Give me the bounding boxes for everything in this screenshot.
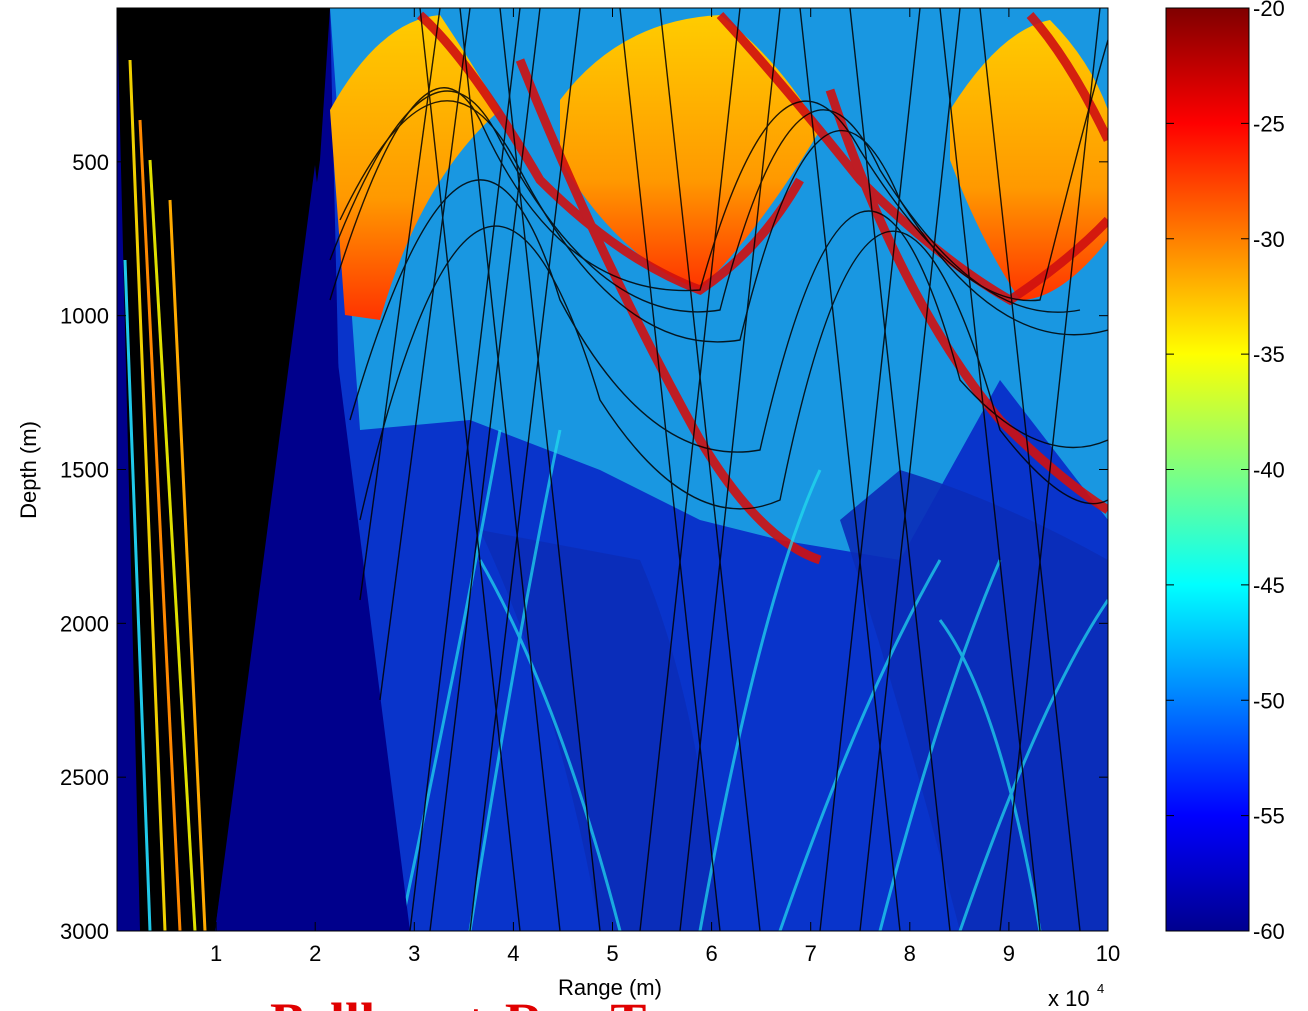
x-tick-label: 10 [1096, 941, 1120, 966]
y-axis: 500 1000 1500 2000 2500 3000 [60, 150, 1108, 944]
x-tick-label: 6 [705, 941, 717, 966]
x-tick-label: 5 [606, 941, 618, 966]
cyan-paths [398, 429, 1108, 931]
field-region-deep2 [840, 470, 1108, 931]
colorbar-tick-label: -45 [1253, 573, 1285, 598]
watermark: Bellhop + Ray Trace [270, 992, 741, 1011]
colorbar-tick-label: -40 [1253, 458, 1285, 483]
x-multiplier-exponent: 4 [1097, 981, 1104, 996]
x-tick-label: 7 [805, 941, 817, 966]
x-multiplier: x 10 [1048, 986, 1090, 1011]
plot-area [117, 8, 1108, 931]
field-region-deep [480, 530, 720, 931]
y-tick-label: 3000 [60, 919, 109, 944]
y-tick-label: 2500 [60, 765, 109, 790]
colorbar-tick-label: -35 [1253, 342, 1285, 367]
y-tick-label: 500 [72, 150, 109, 175]
x-tick-label: 4 [507, 941, 519, 966]
colorbar-axis: -20 -25 -30 -35 -40 -45 -50 -55 -60 [1166, 0, 1285, 944]
colorbar-tick-label: -60 [1253, 919, 1285, 944]
ray-fan-left-colors [123, 59, 207, 931]
x-tick-label: 9 [1003, 941, 1015, 966]
caustic-lines [416, 11, 1108, 565]
colorbar [1165, 7, 1250, 932]
y-tick-label: 2000 [60, 611, 109, 636]
colorbar-tick-label: -30 [1253, 227, 1285, 252]
y-tick-label: 1500 [60, 458, 109, 483]
colorbar-tick-label: -20 [1253, 0, 1285, 21]
colorbar-tick-label: -50 [1253, 688, 1285, 713]
ray-fan-left [117, 8, 330, 931]
x-axis: 1 2 3 4 5 6 7 8 9 10 [210, 8, 1120, 966]
warm-zone-2 [560, 15, 820, 290]
x-axis-label: Range (m) [558, 975, 662, 1000]
x-tick-label: 2 [309, 941, 321, 966]
x-tick-label: 1 [210, 941, 222, 966]
x-tick-label: 8 [904, 941, 916, 966]
y-axis-label: Depth (m) [16, 421, 41, 519]
colorbar-tick-label: -25 [1253, 111, 1285, 136]
ray-lines [329, 8, 1108, 931]
x-tick-label: 3 [408, 941, 420, 966]
colorbar-tick-label: -55 [1253, 804, 1285, 829]
y-tick-label: 1000 [60, 304, 109, 329]
shadow-wedge [215, 165, 410, 931]
